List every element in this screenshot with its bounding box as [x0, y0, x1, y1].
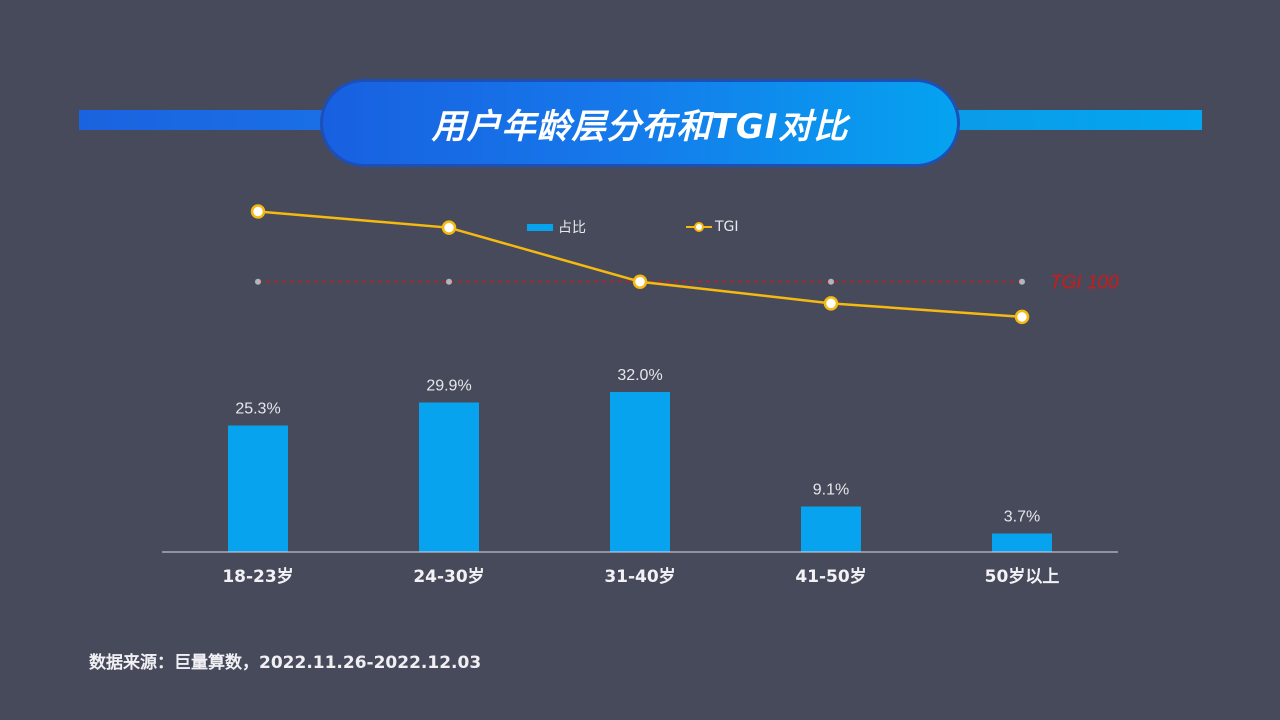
bar-31-40岁	[610, 392, 670, 552]
legend-line-label: TGI	[715, 219, 739, 235]
legend-bar-swatch	[527, 223, 553, 231]
title-banner: 用户年龄层分布和TGI对比	[320, 79, 960, 167]
bar-value-label: 29.9%	[426, 378, 471, 395]
legend-item-bar: 占比	[527, 216, 586, 238]
legend-bar-label: 占比	[558, 220, 586, 236]
title-decor-bar-left	[79, 110, 329, 130]
x-tick-label: 18-23岁	[222, 566, 293, 587]
x-tick-label: 50岁以上	[985, 566, 1060, 587]
tgi-point	[632, 274, 648, 289]
data-source-note: 数据来源：巨量算数，2022.11.26-2022.12.03	[89, 653, 482, 673]
legend-line-swatch	[686, 221, 712, 233]
bar-18-23岁	[228, 425, 288, 552]
reference-point	[1019, 278, 1025, 285]
x-tick-label: 41-50岁	[795, 566, 866, 587]
chart-legend: 占比 TGI	[0, 216, 1280, 238]
x-tick-label: 31-40岁	[604, 566, 675, 587]
bar-24-30岁	[419, 402, 479, 552]
chart-title: 用户年龄层分布和TGI对比	[431, 106, 849, 147]
bar-value-label: 3.7%	[1004, 509, 1040, 526]
title-decor-bar-right	[950, 110, 1202, 130]
tgi-point	[1014, 309, 1030, 325]
bar-50岁以上	[992, 533, 1052, 552]
bar-41-50岁	[801, 506, 861, 552]
tgi-line	[257, 210, 1023, 319]
tgi-point	[823, 296, 839, 311]
bar-value-label: 32.0%	[617, 367, 662, 384]
reference-point	[446, 278, 452, 285]
bar-value-label: 9.1%	[813, 482, 849, 499]
legend-item-line: TGI	[686, 216, 739, 238]
reference-point	[828, 278, 834, 285]
reference-line-label: TGI 100	[1050, 273, 1119, 294]
x-tick-label: 24-30岁	[413, 566, 484, 587]
bar-value-label: 25.3%	[235, 401, 280, 418]
tgi-point	[250, 204, 266, 219]
reference-point	[255, 278, 261, 285]
tgi-point	[441, 220, 457, 235]
